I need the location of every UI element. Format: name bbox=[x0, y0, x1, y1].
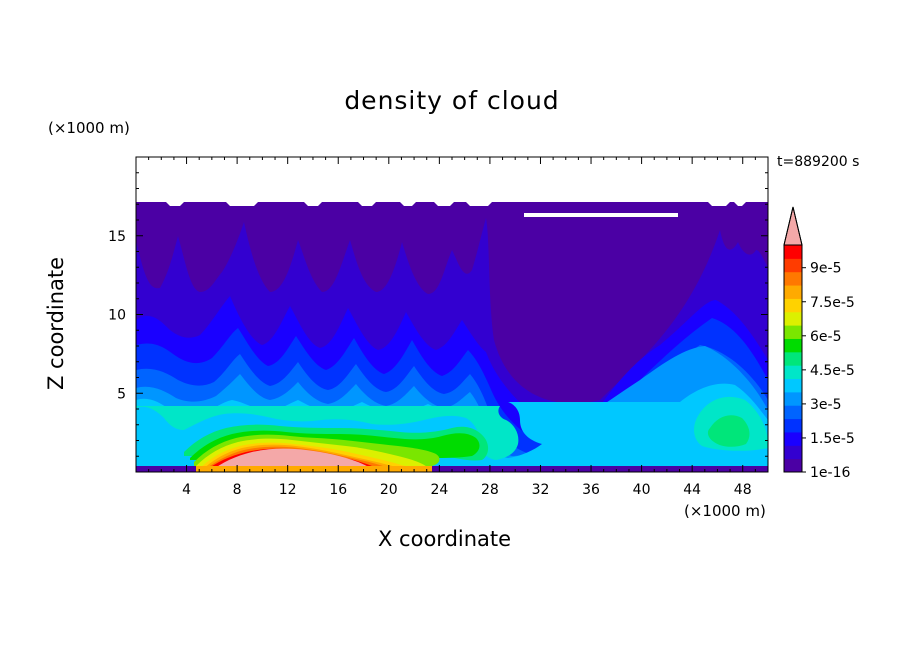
colorbar-segment bbox=[784, 245, 802, 259]
colorbar-label: 6e-5 bbox=[810, 329, 841, 345]
colorbar-segment bbox=[784, 418, 802, 433]
x-tick-label: 36 bbox=[582, 482, 600, 498]
colorbar-label: 1.5e-5 bbox=[810, 431, 855, 447]
y-tick-label: 5 bbox=[117, 386, 126, 402]
contour-level-8 bbox=[136, 396, 768, 460]
colorbar-segment bbox=[784, 271, 802, 286]
colorbar-segment bbox=[784, 298, 802, 313]
x-tick-label: 12 bbox=[279, 482, 297, 498]
x-tick-label: 44 bbox=[683, 482, 701, 498]
colorbar-label: 3e-5 bbox=[810, 397, 841, 413]
surface-band-warm bbox=[196, 466, 432, 472]
x-tick-label: 20 bbox=[380, 482, 398, 498]
y-tick-label: 10 bbox=[108, 308, 126, 324]
y-axis-unit: (×1000 m) bbox=[48, 119, 130, 137]
x-tick-label: 24 bbox=[430, 482, 448, 498]
colorbar-extend-arrow bbox=[783, 206, 803, 246]
colorbar-segment bbox=[784, 458, 802, 473]
colorbar-outline bbox=[783, 206, 803, 473]
colorbar-label: 7.5e-5 bbox=[810, 295, 855, 311]
colorbar-segment bbox=[784, 365, 802, 380]
x-tick-label: 4 bbox=[182, 482, 191, 498]
chart-title: density of cloud bbox=[344, 86, 560, 115]
time-label: t=889200 s bbox=[777, 154, 860, 170]
colorbar-segment bbox=[784, 285, 802, 299]
colorbar-segment bbox=[784, 325, 802, 339]
colorbar-label: 4.5e-5 bbox=[810, 363, 855, 379]
colorbar-segment bbox=[784, 405, 802, 420]
colorbar-segment bbox=[784, 445, 802, 460]
colorbar-segment bbox=[784, 378, 802, 393]
x-tick-label: 28 bbox=[481, 482, 499, 498]
colorbar-segment bbox=[784, 258, 802, 273]
colorbar-label: 9e-5 bbox=[810, 261, 841, 277]
contour-field bbox=[136, 157, 768, 472]
contour-gap bbox=[524, 213, 678, 217]
x-tick-label: 16 bbox=[329, 482, 347, 498]
colorbar-segment bbox=[784, 351, 802, 366]
x-tick-label: 40 bbox=[633, 482, 651, 498]
x-tick-label: 48 bbox=[734, 482, 752, 498]
x-tick-label: 8 bbox=[233, 482, 242, 498]
colorbar-segment bbox=[784, 338, 802, 353]
colorbar-segment bbox=[784, 391, 802, 406]
x-axis-unit: (×1000 m) bbox=[684, 502, 766, 520]
colorbar-segment bbox=[784, 431, 802, 446]
colorbar-label: 1e-16 bbox=[810, 465, 850, 481]
x-axis-label: X coordinate bbox=[378, 527, 512, 551]
colorbar: 9e-5 7.5e-5 6e-5 4.5e-5 3e-5 1.5e-5 1e-16 bbox=[783, 206, 855, 481]
colorbar-segment bbox=[784, 311, 802, 326]
x-tick-label: 32 bbox=[532, 482, 550, 498]
y-tick-label: 15 bbox=[108, 229, 126, 245]
